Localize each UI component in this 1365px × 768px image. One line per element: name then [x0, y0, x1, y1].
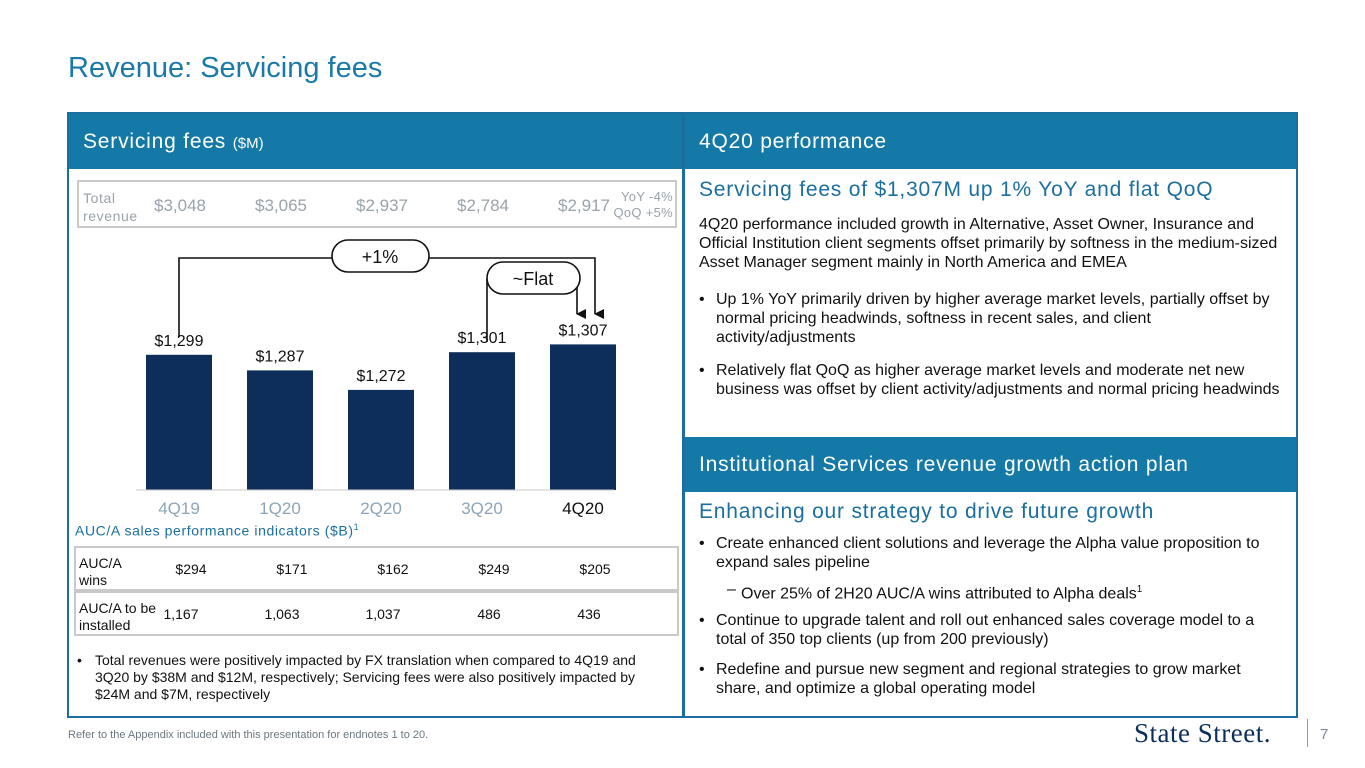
action-plan-header: Institutional Services revenue growth ac… [685, 437, 1296, 492]
auc-cell: 486 [477, 606, 501, 622]
page-title: Revenue: Servicing fees [68, 52, 383, 84]
auc-title-footnote: 1 [353, 522, 360, 532]
action-plan-bullet: • Continue to upgrade talent and roll ou… [699, 611, 1284, 649]
bullet-marker: • [77, 652, 82, 668]
total-revenue-value: $3,065 [255, 196, 307, 215]
bullet-marker: • [699, 362, 705, 379]
auc-cell: $171 [276, 561, 308, 577]
action-plan-subheading: Enhancing our strategy to drive future g… [699, 500, 1155, 523]
auc-table: AUC/A wins $294 $171 $162 $249 $205 AUC/… [74, 546, 679, 638]
servicing-fees-header-unit: ($M) [232, 135, 264, 152]
auc-cell: $249 [478, 561, 510, 577]
total-revenue-yoy: YoY -4% [621, 189, 673, 204]
bar-value-label: $1,307 [559, 322, 608, 339]
x-tick-label: 1Q20 [259, 499, 301, 518]
auc-cell: $294 [175, 561, 207, 577]
bullet-marker: • [699, 612, 705, 629]
servicing-fees-bar-chart: $1,299 4Q19 $1,287 1Q20 $1,272 2Q20 $1,301 3Q20… [136, 239, 616, 518]
total-revenue-value: $3,048 [154, 196, 206, 215]
bar-4Q20 [550, 344, 616, 490]
x-tick-label: 2Q20 [360, 499, 402, 518]
bar-1Q20 [247, 370, 313, 490]
bullet-marker: • [699, 661, 705, 678]
total-revenue-label: Total revenue [83, 190, 138, 224]
auc-cell: $205 [579, 561, 611, 577]
bar-value-label: $1,301 [458, 330, 507, 347]
auc-table-row: AUC/A wins $294 $171 $162 $249 $205 [74, 546, 679, 591]
bar-value-label: $1,272 [357, 368, 406, 385]
subbullet-footnote: 1 [1136, 584, 1143, 595]
performance-panel: 4Q20 performance Servicing fees of $1,30… [683, 112, 1298, 718]
bullet-text: Continue to upgrade talent and roll out … [716, 612, 1255, 648]
action-plan-bullet: • Redefine and pursue new segment and re… [699, 660, 1284, 698]
fx-note: • Total revenues were positively impacte… [77, 652, 662, 703]
total-revenue-value: $2,784 [457, 196, 509, 215]
bar-value-label: $1,287 [256, 348, 305, 365]
state-street-logo: State Street. [1134, 718, 1271, 748]
bullet-text: Up 1% YoY primarily driven by higher ave… [716, 291, 1270, 346]
x-tick-label: 4Q20 [562, 499, 604, 518]
performance-paragraph: 4Q20 performance included growth in Alte… [699, 216, 1278, 271]
total-revenue-value: $2,917 [558, 196, 610, 215]
footer-note: Refer to the Appendix included with this… [68, 729, 429, 741]
performance-bullet: • Relatively flat QoQ as higher average … [699, 361, 1284, 399]
bullet-text: Create enhanced client solutions and lev… [716, 535, 1260, 571]
auc-title: AUC/A sales performance indicators ($B)1 [75, 522, 359, 539]
yoy-callout-label: +1% [362, 247, 399, 267]
bar-value-label: $1,299 [155, 333, 204, 350]
auc-row-label: AUC/A to be installed [79, 600, 157, 633]
logo-divider [1307, 719, 1308, 747]
qoq-callout-label: ~Flat [513, 269, 554, 289]
servicing-fees-header-text: Servicing fees [83, 130, 227, 153]
auc-cell: 436 [577, 606, 601, 622]
page-number: 7 [1320, 726, 1329, 743]
performance-subheading: Servicing fees of $1,307M up 1% YoY and … [699, 178, 1214, 201]
performance-bullet: • Up 1% YoY primarily driven by higher a… [699, 290, 1284, 347]
fx-note-text: Total revenues were positively impacted … [95, 652, 636, 702]
total-revenue-value: $2,937 [356, 196, 408, 215]
bar-4Q19 [146, 354, 212, 490]
bar-2Q20 [348, 389, 414, 490]
auc-table-row: AUC/A to be installed 1,167 1,063 1,037 … [74, 591, 679, 636]
total-revenue-box: Total revenue $3,048 $3,065 $2,937 $2,78… [77, 180, 677, 228]
x-tick-label: 4Q19 [158, 499, 200, 518]
action-plan-bullet: • Create enhanced client solutions and l… [699, 534, 1284, 572]
bullet-text: Redefine and pursue new segment and regi… [716, 661, 1241, 697]
bar-3Q20 [449, 352, 515, 490]
auc-title-text: AUC/A sales performance indicators ($B) [75, 522, 354, 539]
qoq-callout-bubble [486, 261, 581, 295]
dash-marker: – [727, 581, 736, 598]
auc-cell: $162 [377, 561, 409, 577]
auc-cell: 1,167 [163, 606, 199, 622]
servicing-fees-panel: Servicing fees ($M) Total revenue $3,048… [67, 112, 684, 718]
action-plan-subbullet: – Over 25% of 2H20 AUC/A wins attributed… [727, 580, 1267, 603]
bullet-marker: • [699, 291, 705, 308]
subbullet-text: Over 25% of 2H20 AUC/A wins attributed t… [741, 585, 1137, 603]
bullet-text: Relatively flat QoQ as higher average ma… [716, 362, 1280, 398]
bullet-marker: • [699, 535, 705, 552]
auc-cell: 1,037 [365, 606, 401, 622]
auc-cell: 1,063 [264, 606, 300, 622]
total-revenue-qoq: QoQ +5% [613, 205, 673, 220]
yoy-callout-bubble [331, 239, 430, 273]
performance-header: 4Q20 performance [685, 114, 1296, 169]
auc-row-label: AUC/A wins [79, 555, 122, 588]
x-tick-label: 3Q20 [461, 499, 503, 518]
total-revenue-change: YoY -4% QoQ +5% [613, 189, 673, 221]
servicing-fees-header: Servicing fees ($M) [69, 114, 682, 169]
